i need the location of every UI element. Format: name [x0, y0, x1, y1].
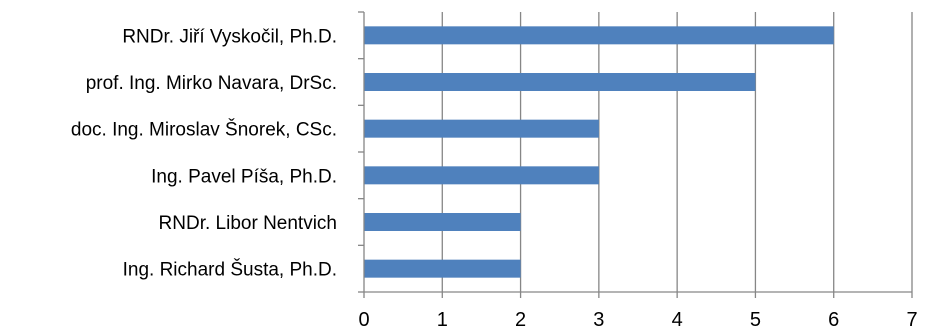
bar	[364, 259, 521, 278]
bar	[364, 73, 756, 91]
category-label: Ing. Pavel Píša, Ph.D.	[151, 166, 337, 187]
x-tick-label: 4	[672, 309, 683, 329]
grid-lines	[441, 12, 913, 292]
bar	[364, 213, 521, 231]
bar	[364, 119, 599, 138]
category-label: doc. Ing. Miroslav Šnorek, CSc.	[71, 119, 337, 141]
x-tick-label: 2	[515, 309, 526, 329]
bars	[364, 26, 834, 278]
category-label: RNDr. Libor Nentvich	[159, 213, 337, 234]
x-tick-label: 6	[828, 309, 839, 329]
x-tick-label: 5	[750, 309, 761, 329]
category-label: Ing. Richard Šusta, Ph.D.	[123, 259, 337, 281]
bar	[364, 166, 599, 185]
axes	[358, 11, 913, 298]
category-labels: RNDr. Jiří Vyskočil, Ph.D. prof. Ing. Mir…	[71, 26, 337, 280]
category-label: RNDr. Jiří Vyskočil, Ph.D.	[122, 26, 337, 47]
bar	[364, 26, 834, 45]
x-tick-label: 1	[437, 309, 448, 329]
x-tick-labels: 0 1 2 3 4 5 6 7	[358, 309, 917, 329]
x-tick-label: 7	[906, 309, 917, 329]
x-tick-label: 0	[358, 309, 369, 329]
x-tick-label: 3	[593, 309, 604, 329]
category-label: prof. Ing. Mirko Navara, DrSc.	[86, 73, 337, 94]
